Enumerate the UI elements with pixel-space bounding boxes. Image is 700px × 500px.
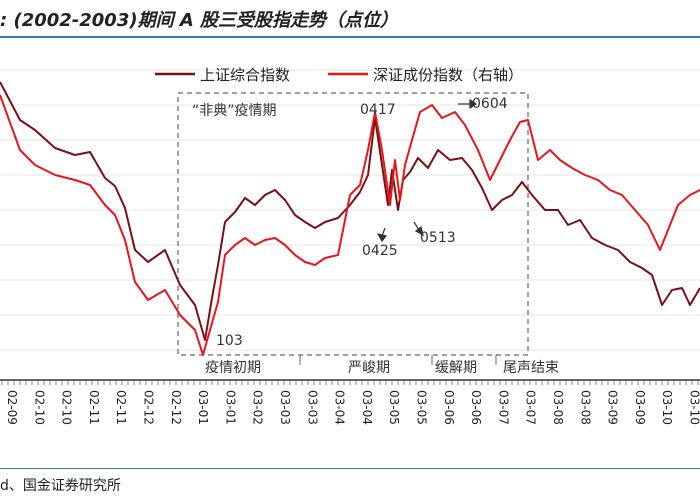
x-tick-label: 03-07 — [524, 390, 538, 425]
x-tick-label: 02-12 — [169, 390, 183, 425]
x-tick-label: 02-09 — [5, 390, 19, 425]
x-tick-label: 03-04 — [333, 390, 347, 425]
x-tick-label: 02-10 — [60, 390, 74, 425]
x-tick-label: 03-10 — [688, 390, 700, 425]
x-tick-label: 03-01 — [223, 390, 237, 425]
annotation-3: 0425 — [362, 243, 398, 259]
source-note: d、国金证券研究所 — [0, 478, 121, 494]
gridlines — [0, 69, 700, 351]
series-lines — [0, 81, 700, 356]
annotation-arrows — [376, 98, 478, 243]
phase-label-0: 疫情初期 — [205, 359, 261, 376]
legend: 上证综合指数 深证成份指数（右轴） — [155, 66, 523, 84]
x-tick-label: 03-08 — [551, 390, 565, 425]
x-axis-ticks: 02-09 02-10 02-10 02-11 02-11 02-12 02-12 03-01… — [1, 380, 700, 425]
phase-label-2: 缓解期 — [435, 360, 477, 376]
x-tick-label: 03-05 — [387, 390, 401, 425]
x-tick-label: 02-10 — [32, 390, 46, 425]
chart-title: : (2002-2003)期间 A 股三受股指走势（点位） — [0, 10, 399, 31]
x-tick-label: 03-09 — [606, 390, 620, 425]
x-tick-label: 03-02 — [251, 390, 265, 425]
annotations: “非典”疫情期 0417 0604 0425 0513 103 — [192, 96, 508, 349]
x-tick-label: 03-08 — [578, 390, 592, 425]
annotation-4: 0513 — [420, 230, 456, 246]
chart: 上证综合指数 深证成份指数（右轴） “非典”疫情期 0417 0604 0425 051… — [0, 66, 700, 425]
legend-label-sz: 深证成份指数（右轴） — [373, 66, 523, 84]
arrow-0425-head — [376, 233, 388, 243]
x-tick-label: 03-03 — [305, 390, 319, 425]
title-rule — [0, 36, 700, 38]
x-tick-label: 03-07 — [496, 390, 510, 425]
legend-label-sh: 上证综合指数 — [200, 66, 290, 84]
x-tick-label: 03-01 — [196, 390, 210, 425]
phase-label-3: 尾声结束 — [503, 360, 559, 376]
phase-label-1: 严峻期 — [348, 360, 390, 376]
series-line-sh — [0, 81, 700, 341]
arrow-0604-head — [469, 98, 478, 110]
x-tick-label: 03-06 — [469, 390, 483, 425]
x-tick-label: 03-10 — [660, 390, 674, 425]
x-tick-label: 03-03 — [278, 390, 292, 425]
arrow-0513-head — [414, 225, 424, 237]
annotation-1: 0417 — [360, 102, 396, 118]
sars-period-box — [177, 92, 529, 356]
x-tick-label: 02-11 — [114, 390, 128, 425]
source-rule — [0, 468, 700, 469]
x-tick-label: 03-09 — [633, 390, 647, 425]
series-line-sz — [0, 94, 700, 356]
phase-labels: 疫情初期 严峻期 缓解期 尾声结束 — [205, 355, 559, 376]
x-tick-label: 03-05 — [415, 390, 429, 425]
x-tick-label: 02-11 — [87, 390, 101, 425]
annotation-5: 103 — [216, 333, 243, 349]
x-tick-label: 03-06 — [442, 390, 456, 425]
x-tick-label: 02-12 — [142, 390, 156, 425]
annotation-2: 0604 — [472, 96, 508, 112]
x-tick-label: 03-04 — [360, 390, 374, 425]
annotation-0: “非典”疫情期 — [192, 103, 277, 119]
